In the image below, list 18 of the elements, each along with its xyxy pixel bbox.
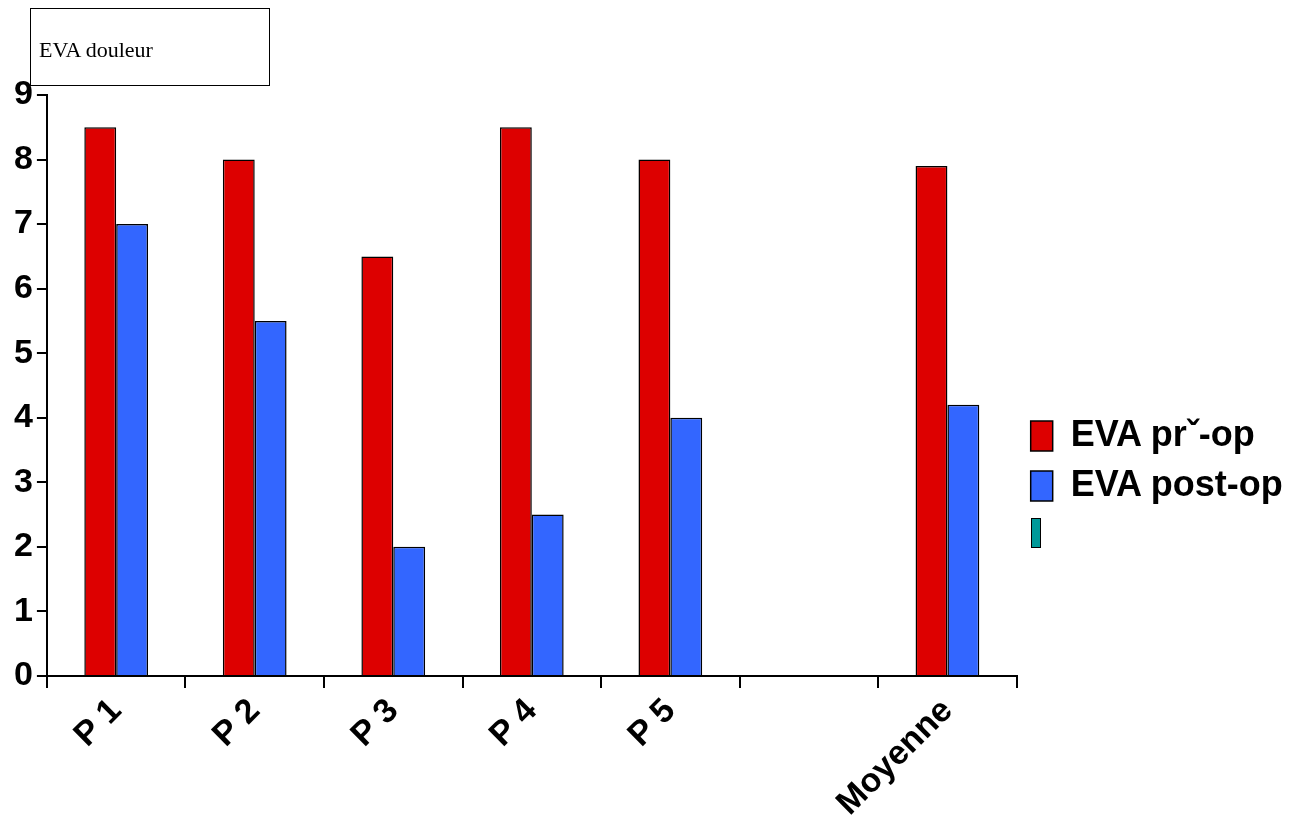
- x-tick-label: P 4: [480, 690, 544, 753]
- y-tick-label: 0: [13, 654, 33, 693]
- y-tick-label: 2: [13, 525, 33, 564]
- y-tick-label: 8: [13, 137, 33, 176]
- x-tick-label: P 3: [342, 690, 405, 753]
- y-tick-label: 7: [13, 202, 33, 241]
- y-tick-label: 3: [13, 460, 33, 499]
- y-tick-label: 4: [13, 396, 33, 435]
- y-tick-label: 9: [13, 73, 33, 112]
- y-tick-label: 1: [13, 589, 33, 628]
- chart-title: EVA douleur: [39, 37, 153, 62]
- legend-label: EVA post-op: [1070, 462, 1283, 504]
- x-tick-label: P 1: [65, 690, 128, 753]
- x-tick-label: P 2: [203, 690, 267, 753]
- y-tick-label: 5: [13, 331, 33, 370]
- y-tick-label: 6: [13, 267, 33, 306]
- x-tick-label: P 5: [619, 690, 682, 753]
- legend-label: EVA prˇ-op: [1070, 412, 1255, 454]
